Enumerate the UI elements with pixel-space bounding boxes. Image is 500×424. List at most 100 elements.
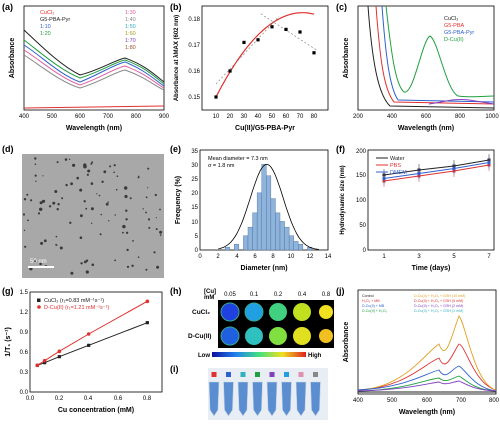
nanoparticle [85, 270, 89, 274]
x-tick: 30 [241, 114, 248, 120]
nanoparticle [159, 234, 162, 236]
nanoparticle [91, 263, 95, 267]
nanoparticle [155, 228, 158, 231]
data-point [57, 349, 62, 354]
panel-i-label: (i) [170, 364, 179, 374]
x-tick: 400 [387, 114, 398, 120]
panel-c-curves [367, 5, 495, 109]
nanoparticle [98, 194, 101, 197]
legend-item: G5-PBA-Pyr [444, 30, 474, 36]
x-tick: 80 [311, 114, 318, 120]
nanoparticle [126, 248, 129, 252]
nanoparticle [137, 256, 140, 258]
colorbar-high: High [308, 353, 322, 359]
panel-f-lines [376, 154, 491, 187]
x-tick: 60 [283, 114, 290, 120]
mri-well [319, 305, 333, 319]
series-line [37, 322, 148, 366]
nanoparticle [23, 229, 26, 232]
nanoparticle [154, 193, 157, 197]
x-tick: 0.4 [84, 396, 93, 402]
legend-item: 1:10 [40, 24, 51, 30]
nanoparticle [159, 230, 163, 234]
nanoparticle [91, 222, 93, 224]
nanoparticle [26, 193, 29, 196]
nanoparticle [131, 264, 134, 267]
nanoparticle [22, 213, 26, 216]
nanoparticle [147, 167, 150, 170]
panel-c-axes [357, 5, 495, 111]
nanoparticle [147, 218, 151, 221]
panel-e-xticks: 0 2 4 6 8 10 12 14 [198, 254, 332, 260]
y-tick: 0.6 [20, 350, 29, 356]
x-tick: 800 [455, 114, 466, 120]
panel-c-legend: CuCl₂ G5-PBA G5-PBA-Pyr D-Cu(II) [444, 16, 474, 43]
nanoparticle [103, 170, 107, 174]
nanoparticle [80, 214, 83, 218]
panel-e-label: (e) [170, 144, 181, 154]
histogram-bar [247, 226, 253, 251]
scale-bar-label: 50 nm [30, 259, 47, 265]
panel-g-legend: CuCl₂ (r₁=0.83 mM⁻¹s⁻¹) D-Cu(II) (r₁=1.2… [44, 298, 109, 311]
nanoparticle [148, 226, 151, 229]
panel-a-curves [23, 29, 165, 109]
trend-line [260, 13, 317, 51]
y-tick: 0.9 [20, 330, 29, 336]
vial [281, 381, 292, 417]
legend-swatch [37, 298, 41, 302]
data-point [417, 172, 421, 175]
histogram-bar [234, 244, 240, 251]
x-tick: 12 [307, 254, 314, 260]
legend-swatch [37, 305, 41, 309]
histogram-bar [279, 221, 285, 251]
nanoparticle [43, 239, 47, 243]
data-point [270, 25, 274, 29]
legend-item: D-Cu(II) + MB [362, 304, 385, 308]
vial-color-marker [211, 372, 217, 377]
nanoparticle [145, 268, 148, 271]
panel-j-label: (j) [336, 286, 345, 296]
nanoparticle [90, 162, 93, 165]
x-tick: 8 [271, 254, 275, 260]
y-tick: 0 [363, 248, 367, 254]
legend-item: DMEM [390, 170, 407, 176]
panel-e: (e) Mean diameter = 7.3 nm σ = 1.8 nm 0 … [170, 144, 332, 272]
nanoparticle [91, 161, 94, 164]
nanoparticle [156, 265, 160, 269]
nanoparticle [23, 198, 27, 201]
panel-a-axes [23, 5, 165, 111]
panel-g-xticks: 0.0 0.2 0.4 0.6 0.8 [26, 396, 152, 402]
y-axis-label: Absorbance [9, 38, 16, 79]
nanoparticle [132, 240, 134, 242]
vial-color-marker [226, 372, 231, 377]
x-tick: 10 [288, 254, 295, 260]
x-tick: 6 [253, 254, 257, 260]
panel-g-label: (g) [2, 286, 14, 296]
x-tick: 0.8 [143, 396, 152, 402]
nanoparticle [33, 260, 36, 263]
x-axis-label: Cu concentration (mM) [58, 407, 134, 414]
nanoparticle [54, 190, 58, 193]
nanoparticle [61, 197, 64, 200]
nanoparticle [65, 183, 68, 187]
data-point [284, 27, 288, 31]
data-point [43, 361, 47, 365]
legend-item: Water [390, 156, 405, 162]
x-tick: 5 [452, 254, 456, 260]
nanoparticle [79, 236, 83, 239]
conc-label: 0.8 [322, 292, 331, 298]
panel-b-label: (b) [170, 2, 182, 12]
nanoparticle [142, 208, 144, 210]
legend-item: D-Cu(II) [444, 37, 464, 43]
conc-unit: mM [204, 295, 214, 301]
x-tick: 600 [421, 114, 432, 120]
y-tick: 0.17 [188, 43, 200, 49]
conc-label: 0.4 [298, 292, 307, 298]
histogram-bar [224, 246, 230, 251]
x-axis-label: Wavelength (nm) [66, 125, 122, 132]
nanoparticle [72, 163, 76, 167]
y-tick: 0 [195, 248, 199, 254]
nanoparticle [115, 188, 118, 191]
nanoparticle [70, 271, 74, 275]
nanoparticle [39, 201, 43, 205]
